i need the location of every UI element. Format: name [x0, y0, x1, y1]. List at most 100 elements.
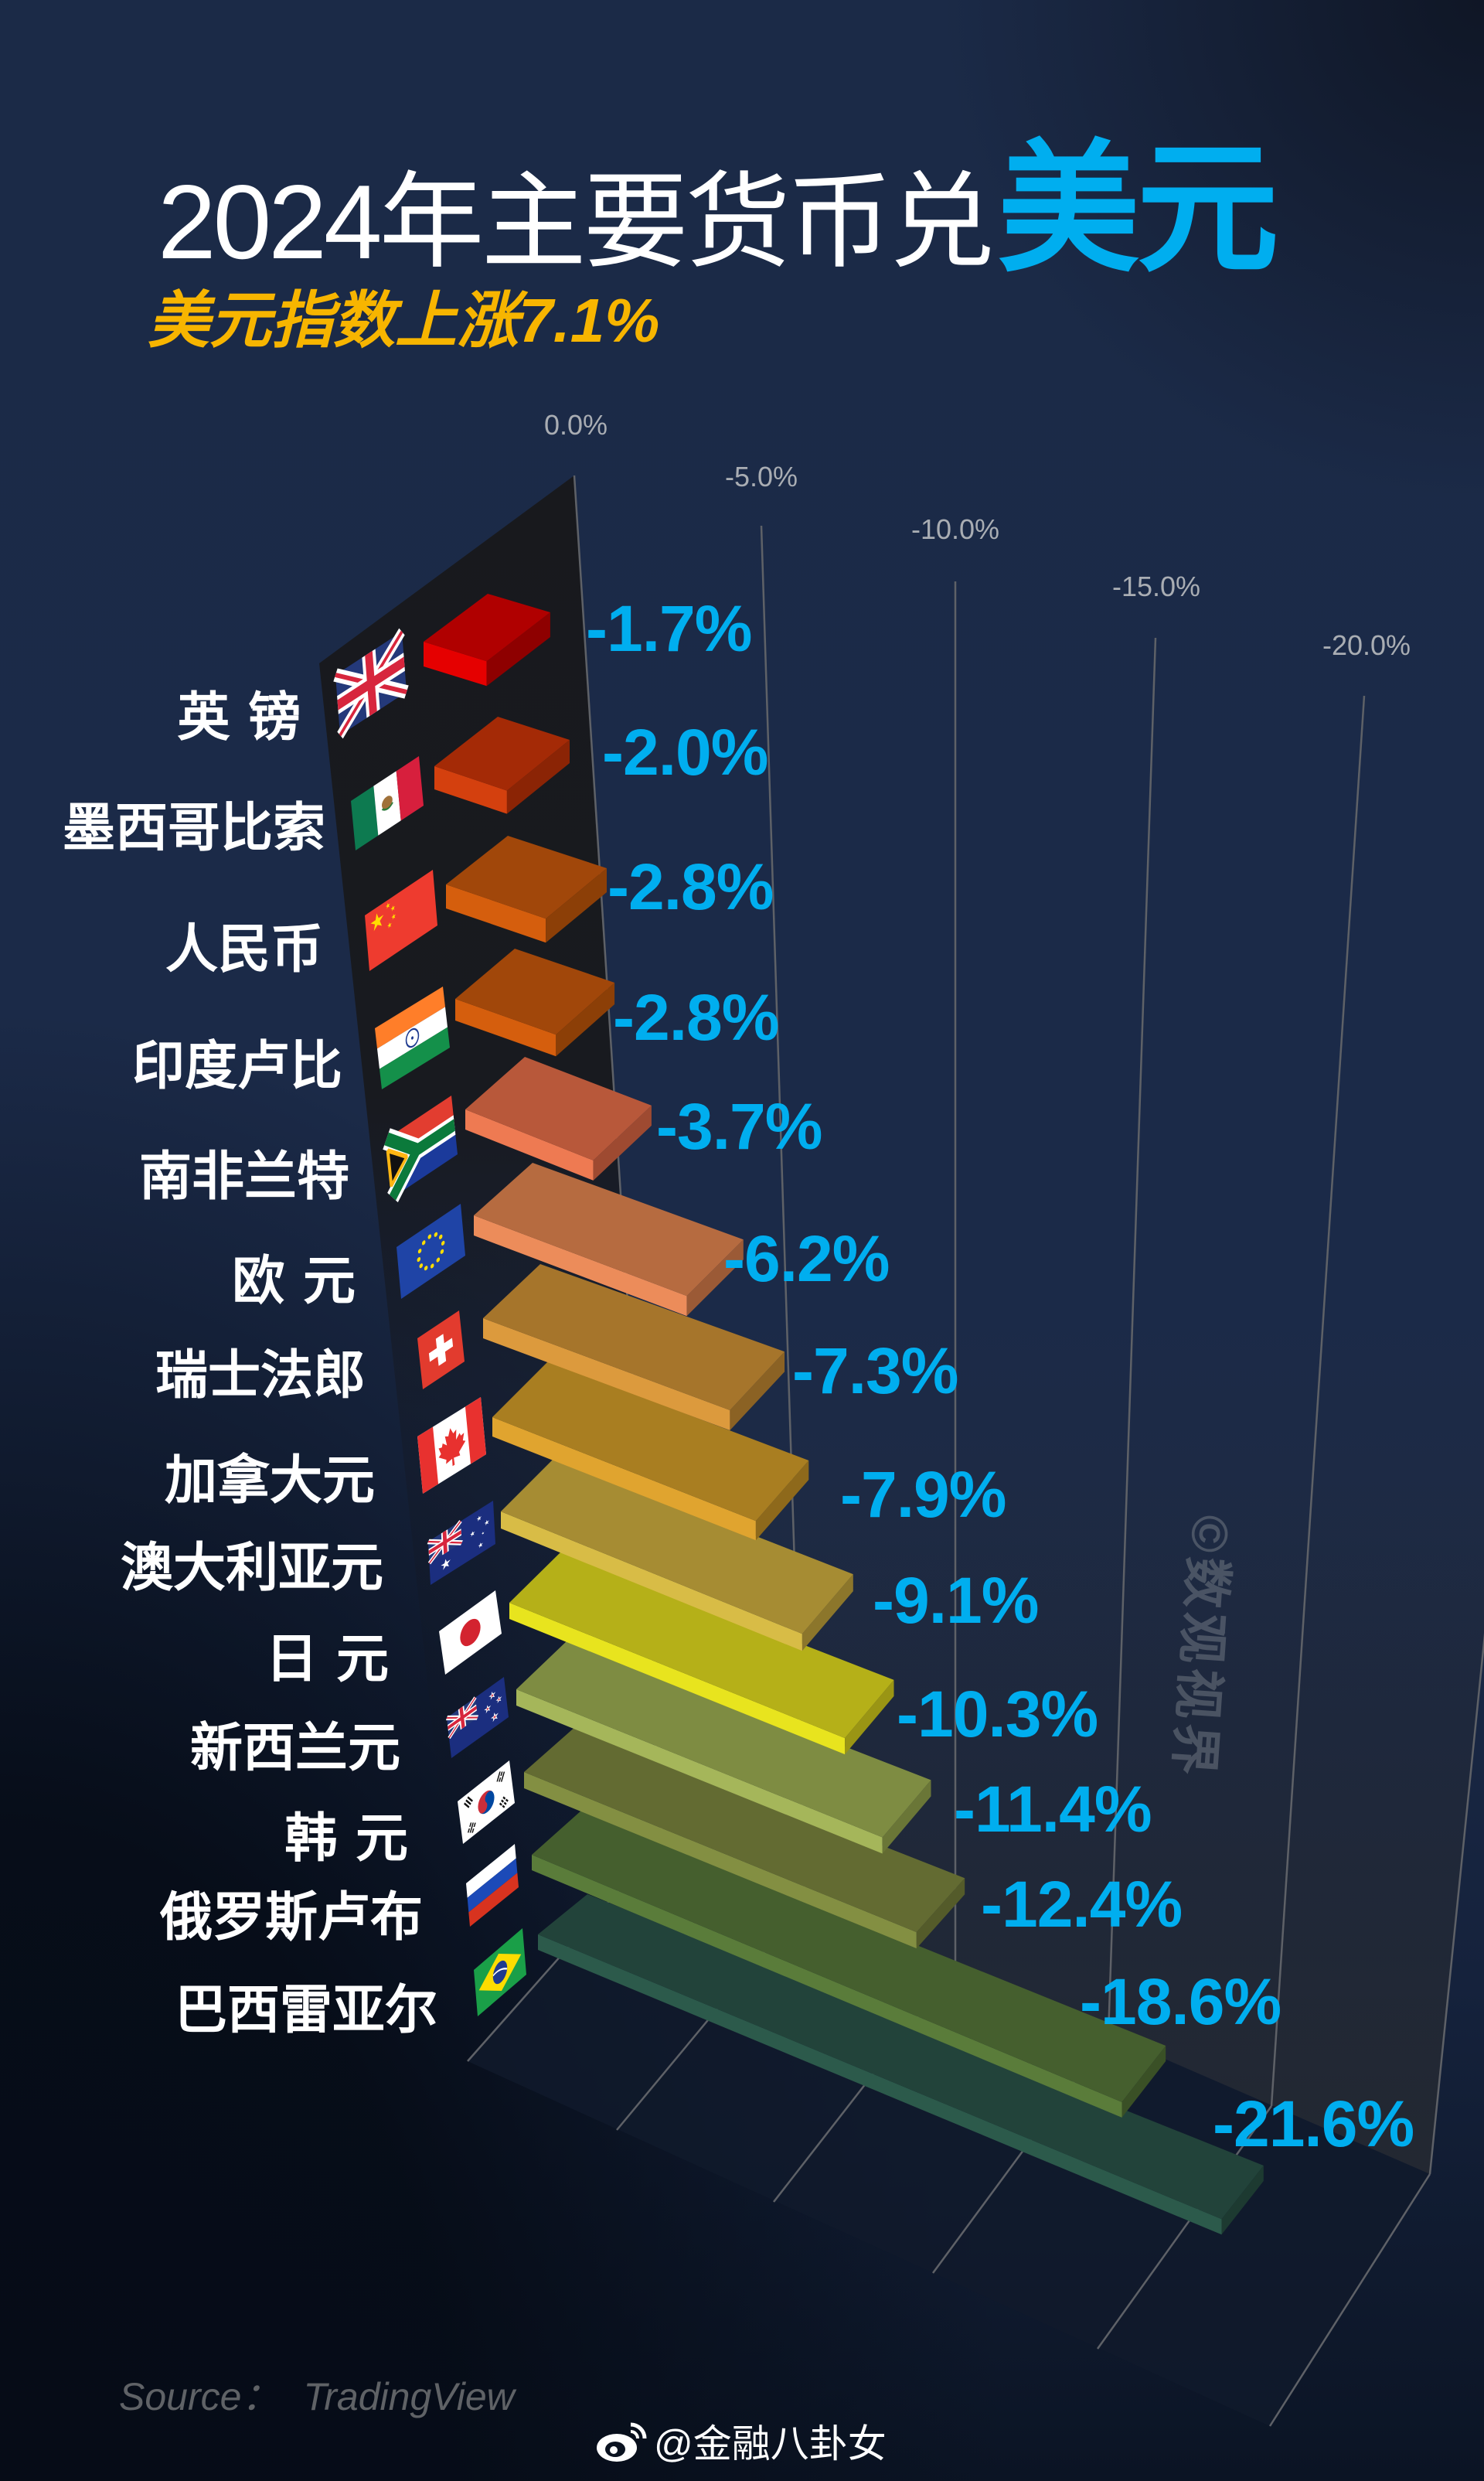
value-label: -21.6% [1213, 2087, 1414, 2160]
bar-end-face [486, 612, 550, 687]
bar-top-face [516, 1639, 931, 1838]
bar-end-face [755, 1460, 809, 1541]
bar-top-face [483, 1264, 785, 1410]
category-label: 澳大利亚元 [120, 1537, 383, 1599]
bar-front-face [474, 1215, 687, 1317]
category-label: 韩 元 [284, 1808, 408, 1869]
category-label: 南非兰特 [138, 1146, 349, 1208]
axis-tick-label: 0.0% [543, 409, 608, 441]
category-label: 日 元 [265, 1628, 389, 1690]
value-label: -12.4% [981, 1868, 1183, 1941]
bar-china [446, 836, 607, 943]
weibo-credit: @金融八卦女 [595, 2420, 887, 2467]
floor-gridline [1096, 2105, 1273, 2350]
bar-front-face [446, 884, 546, 943]
bar-end-face [1122, 2046, 1166, 2118]
bar-top-face [434, 717, 570, 791]
category-label: 印度卢比 [131, 1035, 342, 1097]
bar-uk [424, 594, 550, 687]
category-label: 俄罗斯卢布 [159, 1886, 423, 1948]
category-label: 英 镑 [177, 687, 301, 748]
bar-front-face [465, 1109, 594, 1181]
bar-end-face [546, 868, 607, 943]
bar-top-face [465, 1057, 652, 1160]
bar-front-face [492, 1417, 756, 1541]
bar-top-face [455, 949, 615, 1035]
value-label: -7.3% [792, 1334, 958, 1407]
category-label: 欧 元 [232, 1250, 356, 1312]
bar-front-face [538, 1934, 1222, 2235]
axis-tick-label: -15.0% [1111, 571, 1201, 602]
source-name: TradingView [303, 2375, 515, 2418]
weibo-handle: @金融八卦女 [654, 2421, 887, 2466]
bar-front-face [532, 1855, 1122, 2118]
category-label: 人民币 [165, 918, 323, 980]
category-label: 巴西雷亚尔 [174, 1979, 437, 2041]
value-label: -18.6% [1080, 1965, 1281, 2038]
back-wall-right-edge [1428, 1633, 1484, 2175]
bar-canada [492, 1361, 809, 1541]
bar-south-korea [524, 1726, 965, 1949]
bar-front-face [509, 1603, 846, 1755]
bar-top-face [532, 1810, 1166, 2102]
bar-front-face [516, 1689, 883, 1854]
value-label: -10.3% [897, 1678, 1098, 1750]
value-label: -2.8% [608, 850, 774, 923]
bar-front-face [524, 1772, 917, 1949]
bar-top-face [446, 836, 607, 919]
value-label: -2.8% [613, 981, 779, 1054]
bar-front-face [483, 1318, 730, 1430]
category-label: 加拿大元 [164, 1450, 375, 1511]
page-title: 2024年主要货币兑 美元 [158, 129, 1279, 288]
bar-front-face [501, 1511, 802, 1651]
value-label: -7.9% [840, 1458, 1006, 1531]
bar-australia [501, 1457, 853, 1651]
gridline-minus-15 [1107, 637, 1157, 2036]
title-text: 2024年主要货币兑 [158, 163, 995, 281]
axis-tick-label: -20.0% [1322, 629, 1411, 661]
bar-front-face [455, 999, 556, 1057]
title-highlight: 美元 [997, 129, 1279, 288]
bar-mexico [434, 717, 570, 814]
bar-top-face [492, 1361, 809, 1522]
bar-top-face [424, 594, 550, 662]
value-label: -11.4% [954, 1773, 1152, 1845]
bar-switzerland [483, 1264, 785, 1430]
bar-front-face [424, 642, 487, 687]
bar-end-face [916, 1878, 965, 1949]
source-credit: Source： TradingView [119, 2377, 515, 2416]
bar-end-face [730, 1351, 785, 1430]
bar-end-face [1221, 2166, 1264, 2235]
value-label: -2.0% [602, 716, 768, 789]
value-label: -9.1% [873, 1564, 1039, 1637]
bar-top-face [509, 1551, 894, 1739]
category-label: 新西兰元 [189, 1717, 400, 1779]
back-wall-gridlines [760, 525, 1484, 2175]
weibo-logo-icon [595, 2420, 649, 2467]
value-label: -1.7% [586, 592, 752, 665]
floor-gridline [1268, 2173, 1431, 2427]
bar-russia [532, 1810, 1166, 2118]
bar-end-face [593, 1105, 652, 1181]
value-label: -3.7% [656, 1090, 822, 1163]
axis-tick-label: -10.0% [910, 513, 1000, 545]
bar-japan [509, 1551, 894, 1755]
bar-brazil [538, 1894, 1264, 2235]
source-label: Source： [119, 2375, 281, 2418]
bar-front-face [434, 766, 507, 814]
bar-top-face [501, 1457, 853, 1634]
bar-end-face [506, 740, 570, 814]
bar-end-face [802, 1574, 853, 1651]
category-label: 墨西哥比索 [62, 797, 325, 859]
subtitle: 美元指数上涨7.1% [148, 286, 660, 355]
bar-end-face [845, 1679, 894, 1755]
bar-south-africa [465, 1057, 652, 1181]
bars-layer [424, 594, 1264, 2235]
bar-eu [474, 1163, 744, 1317]
bar-end-face [556, 983, 615, 1057]
bar-new-zealand [516, 1639, 931, 1854]
bar-india [455, 949, 615, 1057]
bar-top-face [524, 1726, 965, 1933]
bar-end-face [686, 1239, 744, 1317]
